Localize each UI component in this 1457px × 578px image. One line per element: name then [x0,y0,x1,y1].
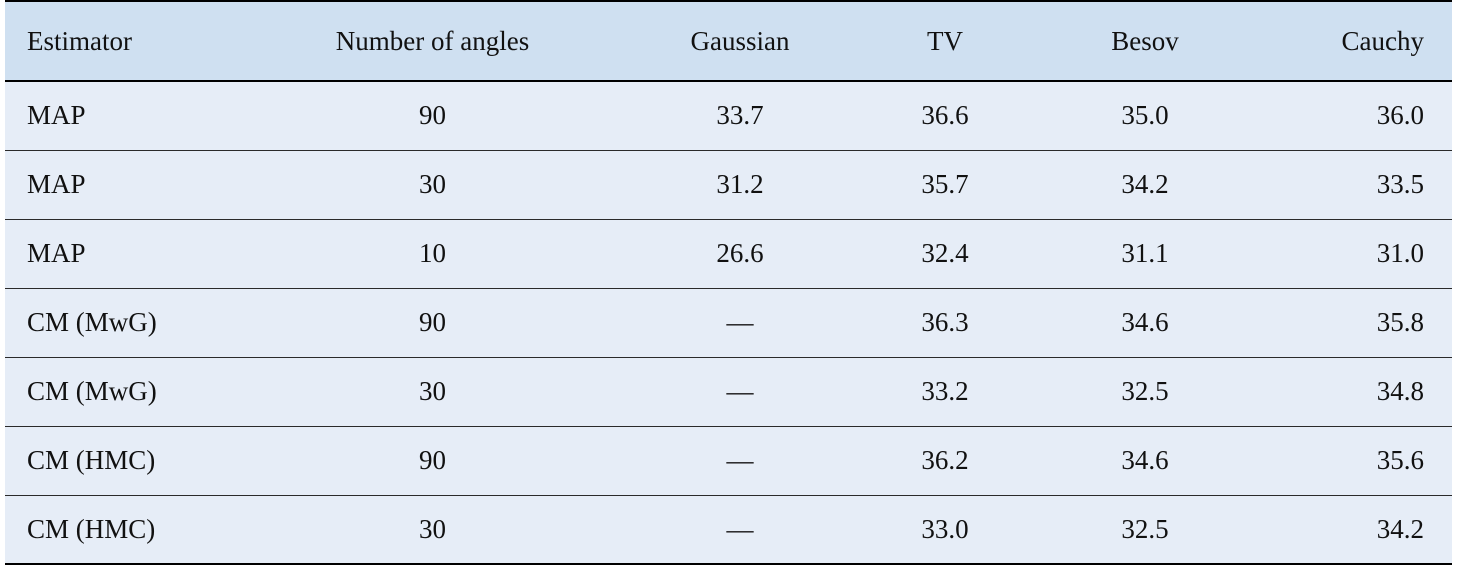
cell-number-of-angles: 30 [220,357,645,427]
cell-gaussian: — [645,357,835,427]
cell-estimator: MAP [5,219,220,289]
header-gaussian: Gaussian [645,0,835,82]
table-row: MAP 10 26.6 32.4 31.1 31.0 [5,219,1452,289]
cell-number-of-angles: 90 [220,288,645,358]
cell-cauchy: 35.6 [1235,426,1452,496]
cell-besov: 34.6 [1055,288,1235,358]
cell-number-of-angles: 90 [220,81,645,151]
cell-estimator: CM (HMC) [5,426,220,496]
cell-cauchy: 33.5 [1235,150,1452,220]
header-tv: TV [835,0,1055,82]
cell-cauchy: 36.0 [1235,81,1452,151]
cell-number-of-angles: 10 [220,219,645,289]
cell-cauchy: 34.2 [1235,495,1452,565]
cell-besov: 32.5 [1055,357,1235,427]
table-row: CM (HMC) 30 — 33.0 32.5 34.2 [5,495,1452,565]
cell-number-of-angles: 30 [220,495,645,565]
cell-estimator: MAP [5,81,220,151]
cell-gaussian: — [645,426,835,496]
cell-estimator: CM (MwG) [5,288,220,358]
header-cauchy: Cauchy [1235,0,1452,82]
cell-besov: 34.6 [1055,426,1235,496]
cell-estimator: CM (MwG) [5,357,220,427]
cell-cauchy: 31.0 [1235,219,1452,289]
cell-tv: 36.3 [835,288,1055,358]
table-row: MAP 90 33.7 36.6 35.0 36.0 [5,81,1452,151]
table-row: MAP 30 31.2 35.7 34.2 33.5 [5,150,1452,220]
cell-cauchy: 34.8 [1235,357,1452,427]
header-estimator: Estimator [5,0,220,82]
header-besov: Besov [1055,0,1235,82]
cell-number-of-angles: 30 [220,150,645,220]
cell-cauchy: 35.8 [1235,288,1452,358]
cell-besov: 34.2 [1055,150,1235,220]
table-row: CM (HMC) 90 — 36.2 34.6 35.6 [5,426,1452,496]
cell-tv: 32.4 [835,219,1055,289]
table-row: CM (MwG) 90 — 36.3 34.6 35.8 [5,288,1452,358]
cell-besov: 32.5 [1055,495,1235,565]
results-table: Estimator Number of angles Gaussian TV B… [5,0,1452,565]
cell-gaussian: — [645,495,835,565]
cell-tv: 33.0 [835,495,1055,565]
cell-gaussian: — [645,288,835,358]
cell-gaussian: 31.2 [645,150,835,220]
cell-tv: 36.2 [835,426,1055,496]
cell-gaussian: 26.6 [645,219,835,289]
results-table-container: Estimator Number of angles Gaussian TV B… [5,0,1452,565]
cell-tv: 36.6 [835,81,1055,151]
cell-number-of-angles: 90 [220,426,645,496]
cell-estimator: MAP [5,150,220,220]
cell-tv: 35.7 [835,150,1055,220]
cell-besov: 35.0 [1055,81,1235,151]
cell-gaussian: 33.7 [645,81,835,151]
table-header-row: Estimator Number of angles Gaussian TV B… [5,0,1452,82]
table-row: CM (MwG) 30 — 33.2 32.5 34.8 [5,357,1452,427]
cell-besov: 31.1 [1055,219,1235,289]
cell-estimator: CM (HMC) [5,495,220,565]
cell-tv: 33.2 [835,357,1055,427]
header-number-of-angles: Number of angles [220,0,645,82]
